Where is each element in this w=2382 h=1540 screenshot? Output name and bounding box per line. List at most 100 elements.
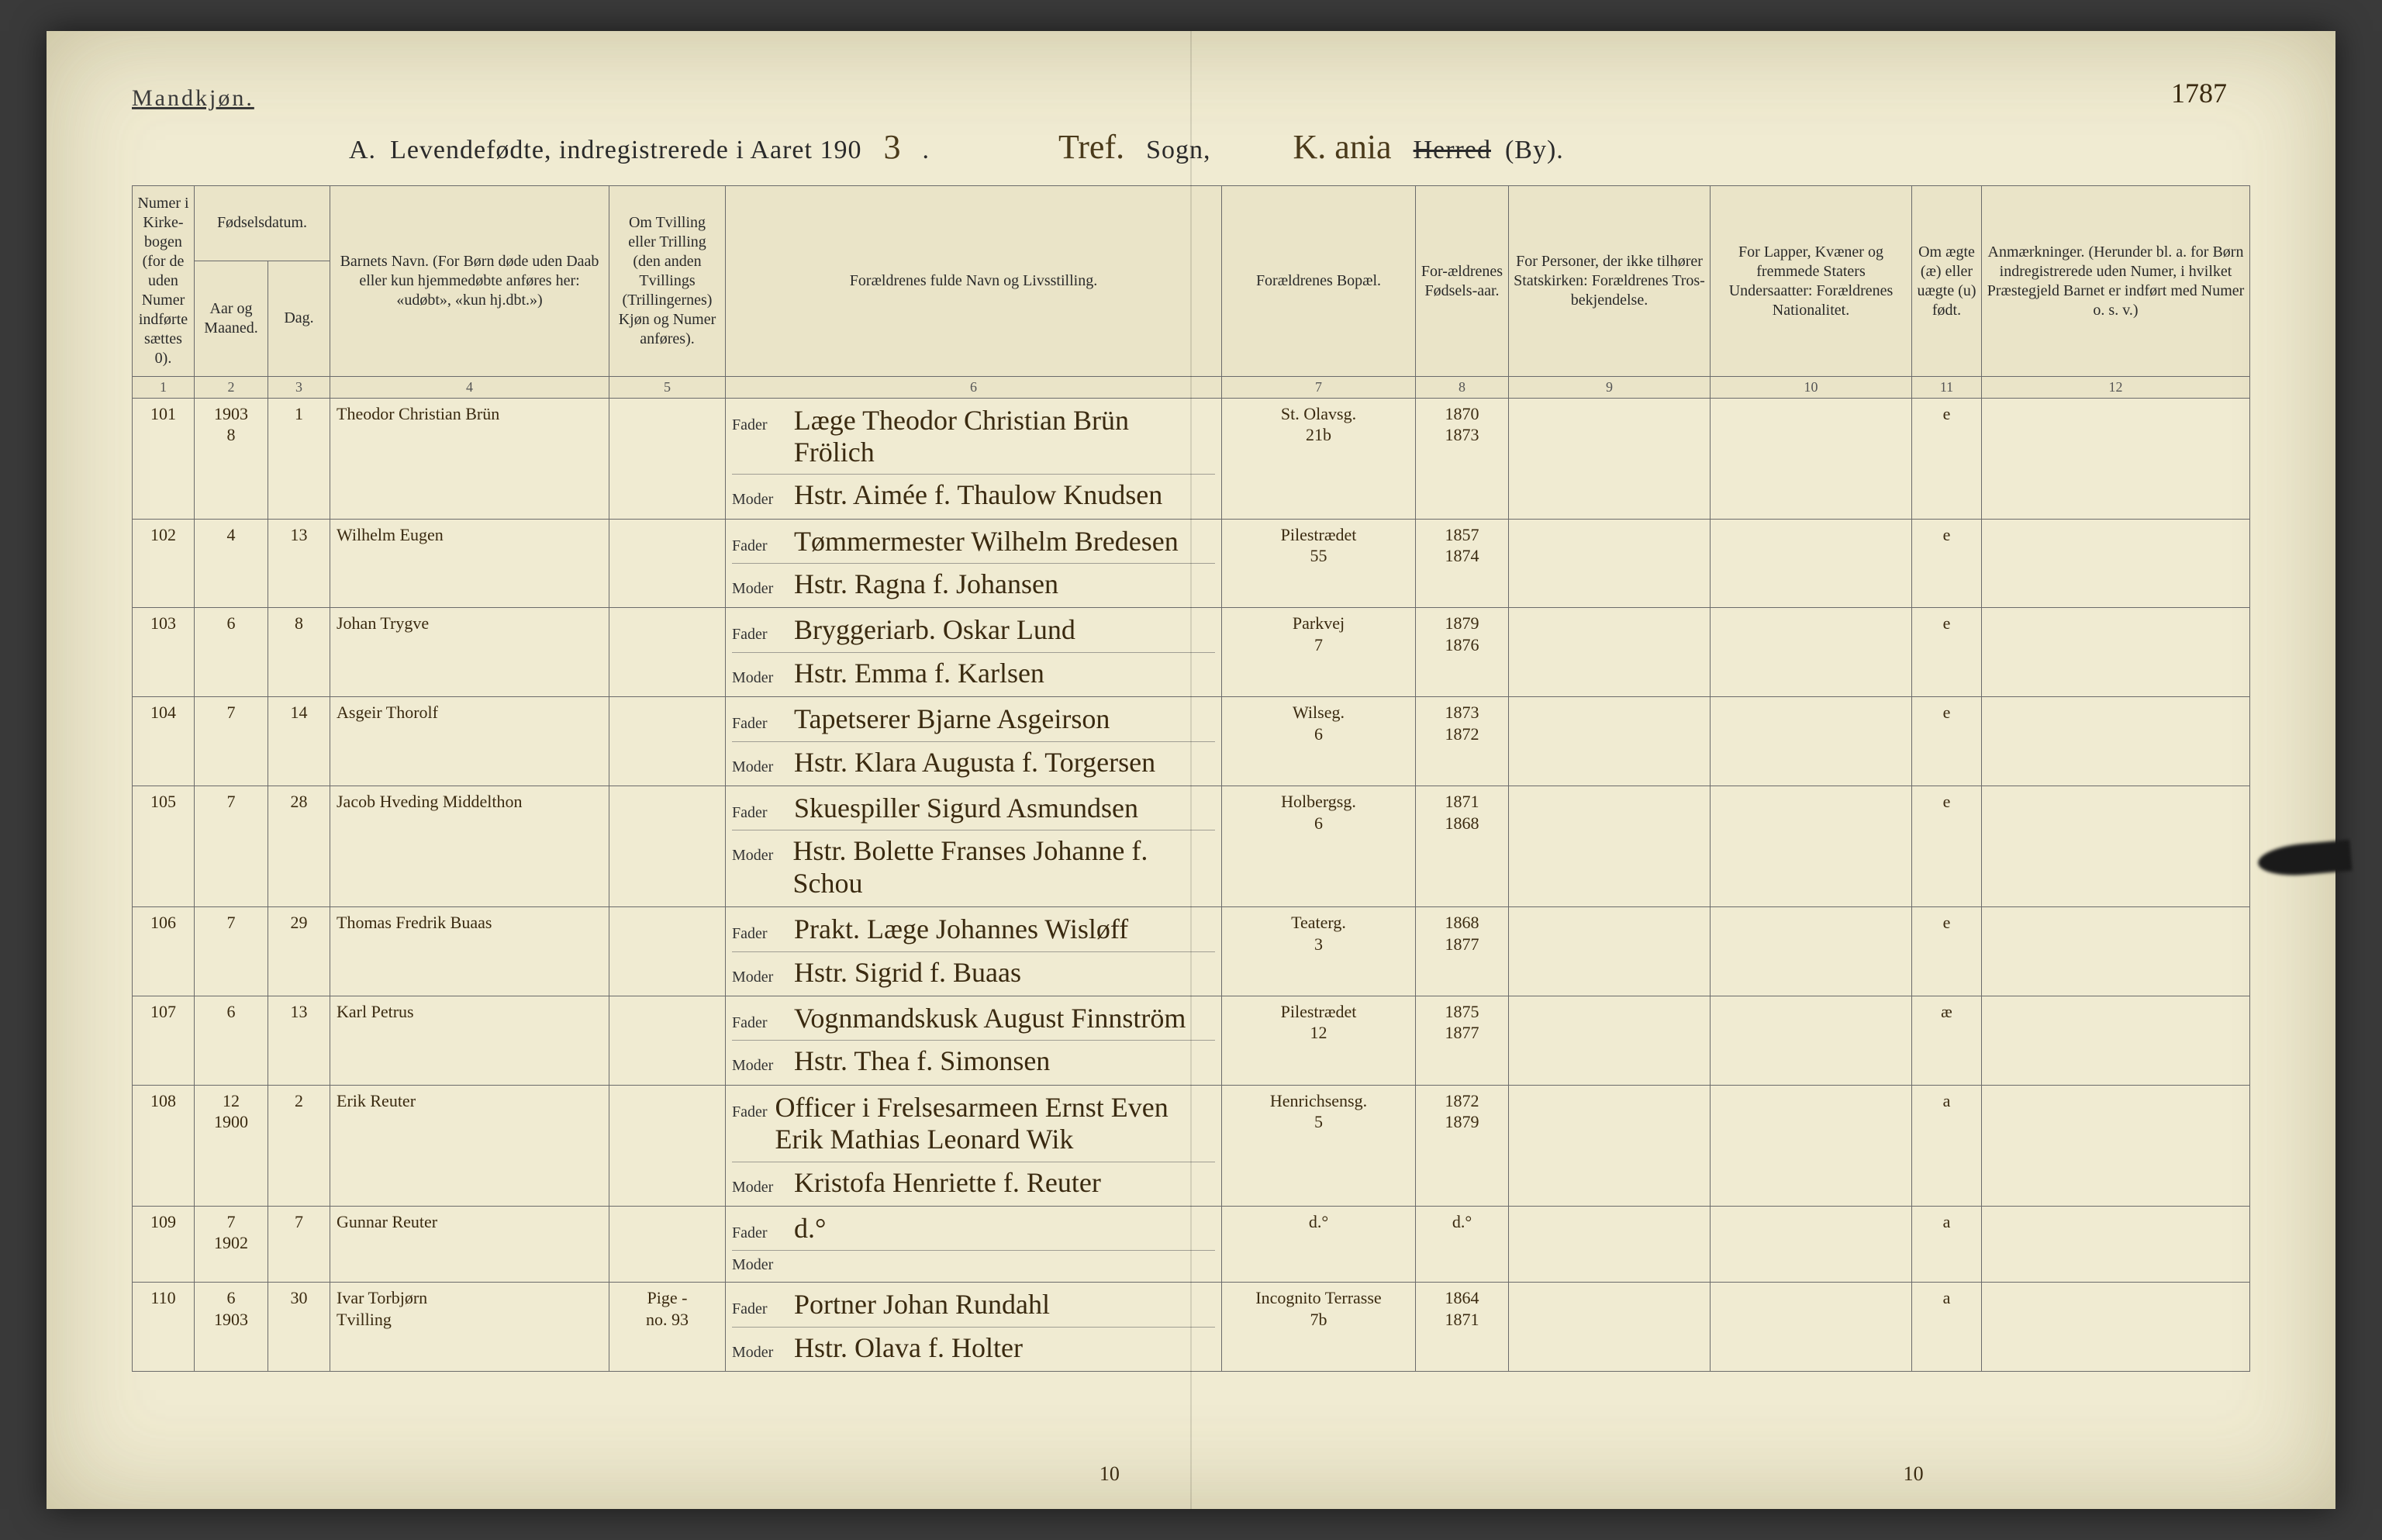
father-line: Fader Portner Johan Rundahl — [732, 1287, 1215, 1323]
cell-residence: Teaterg.3 — [1222, 907, 1416, 996]
father-name: Tømmermester Wilhelm Bredesen — [794, 526, 1179, 558]
cell-num: 104 — [133, 697, 195, 786]
mother-line: Moder Hstr. Aimée f. Thaulow Knudsen — [732, 474, 1215, 513]
cell-child-name: Gunnar Reuter — [330, 1206, 609, 1282]
mother-label: Moder — [732, 1056, 786, 1076]
cell-residence: Holbergsg.6 — [1222, 786, 1416, 907]
father-name: Prakt. Læge Johannes Wisløff — [794, 913, 1128, 945]
mother-line: Moder Hstr. Emma f. Karlsen — [732, 652, 1215, 692]
father-line: Fader Tømmermester Wilhelm Bredesen — [732, 524, 1215, 560]
cell-c10 — [1711, 398, 1912, 519]
by-print: (By). — [1505, 136, 1564, 165]
cell-birthyears: 18681877 — [1416, 907, 1509, 996]
cell-c9 — [1509, 398, 1711, 519]
cell-num: 109 — [133, 1206, 195, 1282]
cell-year-month: 7 — [195, 907, 268, 996]
title-main: Levendefødte, indregistrerede i Aaret 19… — [390, 136, 861, 165]
cell-num: 107 — [133, 996, 195, 1085]
title-row: A. Levendefødte, indregistrerede i Aaret… — [349, 127, 2250, 167]
father-label: Fader — [732, 537, 786, 556]
cell-day: 28 — [268, 786, 330, 907]
mother-label: Moder — [732, 1255, 786, 1275]
cell-num: 108 — [133, 1085, 195, 1206]
cell-birthyears: 18641871 — [1416, 1283, 1509, 1372]
mother-label: Moder — [732, 1343, 786, 1362]
cell-parents: Fader Vognmandskusk August Finnström Mod… — [726, 996, 1222, 1085]
cell-num: 101 — [133, 398, 195, 519]
cell-legit: a — [1912, 1283, 1982, 1372]
cell-parents: Fader Skuespiller Sigurd Asmundsen Moder… — [726, 786, 1222, 907]
cell-day: 1 — [268, 398, 330, 519]
father-line: Fader d.° — [732, 1211, 1215, 1247]
hdr-c2a: Aar og Maaned. — [195, 261, 268, 376]
cell-twin — [609, 786, 726, 907]
cell-day: 7 — [268, 1206, 330, 1282]
cell-legit: a — [1912, 1206, 1982, 1282]
mother-line: Moder Hstr. Olava f. Holter — [732, 1327, 1215, 1366]
cell-legit: e — [1912, 786, 1982, 907]
cell-residence: Pilestrædet55 — [1222, 519, 1416, 608]
cell-twin — [609, 907, 726, 996]
cell-legit: e — [1912, 398, 1982, 519]
page-number: 1787 — [2171, 78, 2227, 109]
mother-line: Moder Hstr. Bolette Franses Johanne f. S… — [732, 830, 1215, 902]
cell-day: 2 — [268, 1085, 330, 1206]
mother-label: Moder — [732, 846, 785, 865]
edge-tear — [2256, 840, 2352, 879]
mother-line: Moder Hstr. Klara Augusta f. Torgersen — [732, 741, 1215, 781]
cell-c10 — [1711, 786, 1912, 907]
cell-notes — [1982, 1283, 2250, 1372]
cell-day: 29 — [268, 907, 330, 996]
cell-c10 — [1711, 996, 1912, 1085]
father-name: Læge Theodor Christian Brün Frölich — [794, 405, 1215, 469]
title-period: . — [922, 136, 930, 165]
sogn-hand: Tref. — [1051, 127, 1132, 167]
cell-notes — [1982, 786, 2250, 907]
mother-label: Moder — [732, 1178, 786, 1197]
father-name: d.° — [794, 1213, 826, 1245]
cell-year-month: 6 — [195, 608, 268, 697]
mother-name: Hstr. Sigrid f. Buaas — [794, 957, 1021, 989]
cell-child-name: Theodor Christian Brün — [330, 398, 609, 519]
cell-residence: Incognito Terrasse7b — [1222, 1283, 1416, 1372]
ledger-paper: 1787 Mandkjøn. A. Levendefødte, indregis… — [47, 31, 2335, 1509]
cell-legit: a — [1912, 1085, 1982, 1206]
footer-note-right: 10 — [1904, 1462, 1924, 1486]
mother-name: Hstr. Emma f. Karlsen — [794, 658, 1044, 689]
idx-5: 5 — [609, 377, 726, 399]
herred-print: Herred — [1414, 136, 1491, 165]
cell-legit: æ — [1912, 996, 1982, 1085]
mother-name: Hstr. Bolette Franses Johanne f. Schou — [792, 835, 1215, 899]
page-fold — [1190, 31, 1192, 1509]
cell-year-month: 121900 — [195, 1085, 268, 1206]
cell-num: 106 — [133, 907, 195, 996]
father-label: Fader — [732, 803, 786, 823]
cell-parents: Fader Tapetserer Bjarne Asgeirson Moder … — [726, 697, 1222, 786]
cell-twin — [609, 996, 726, 1085]
hdr-c2-group: Fødselsdatum. — [195, 186, 330, 261]
cell-parents: Fader Bryggeriarb. Oskar Lund Moder Hstr… — [726, 608, 1222, 697]
cell-parents: Fader Portner Johan Rundahl Moder Hstr. … — [726, 1283, 1222, 1372]
cell-year-month: 4 — [195, 519, 268, 608]
cell-parents: Fader Tømmermester Wilhelm Bredesen Mode… — [726, 519, 1222, 608]
footer-note-left: 10 — [1100, 1462, 1120, 1486]
cell-c9 — [1509, 1283, 1711, 1372]
idx-9: 9 — [1509, 377, 1711, 399]
cell-c9 — [1509, 519, 1711, 608]
cell-notes — [1982, 398, 2250, 519]
father-label: Fader — [732, 1300, 786, 1319]
mother-line: Moder Kristofa Henriette f. Reuter — [732, 1162, 1215, 1201]
hdr-c9: For Personer, der ikke tilhører Statskir… — [1509, 186, 1711, 377]
cell-c10 — [1711, 1283, 1912, 1372]
cell-c9 — [1509, 697, 1711, 786]
mother-label: Moder — [732, 579, 786, 599]
hdr-c7: Forældrenes Bopæl. — [1222, 186, 1416, 377]
cell-child-name: Asgeir Thorolf — [330, 697, 609, 786]
cell-day: 8 — [268, 608, 330, 697]
cell-parents: Fader Officer i Frelsesarmeen Ernst Even… — [726, 1085, 1222, 1206]
cell-child-name: Ivar TorbjørnTvilling — [330, 1283, 609, 1372]
father-line: Fader Læge Theodor Christian Brün Frölic… — [732, 403, 1215, 471]
idx-1: 1 — [133, 377, 195, 399]
mother-label: Moder — [732, 968, 786, 987]
father-label: Fader — [732, 1103, 768, 1122]
